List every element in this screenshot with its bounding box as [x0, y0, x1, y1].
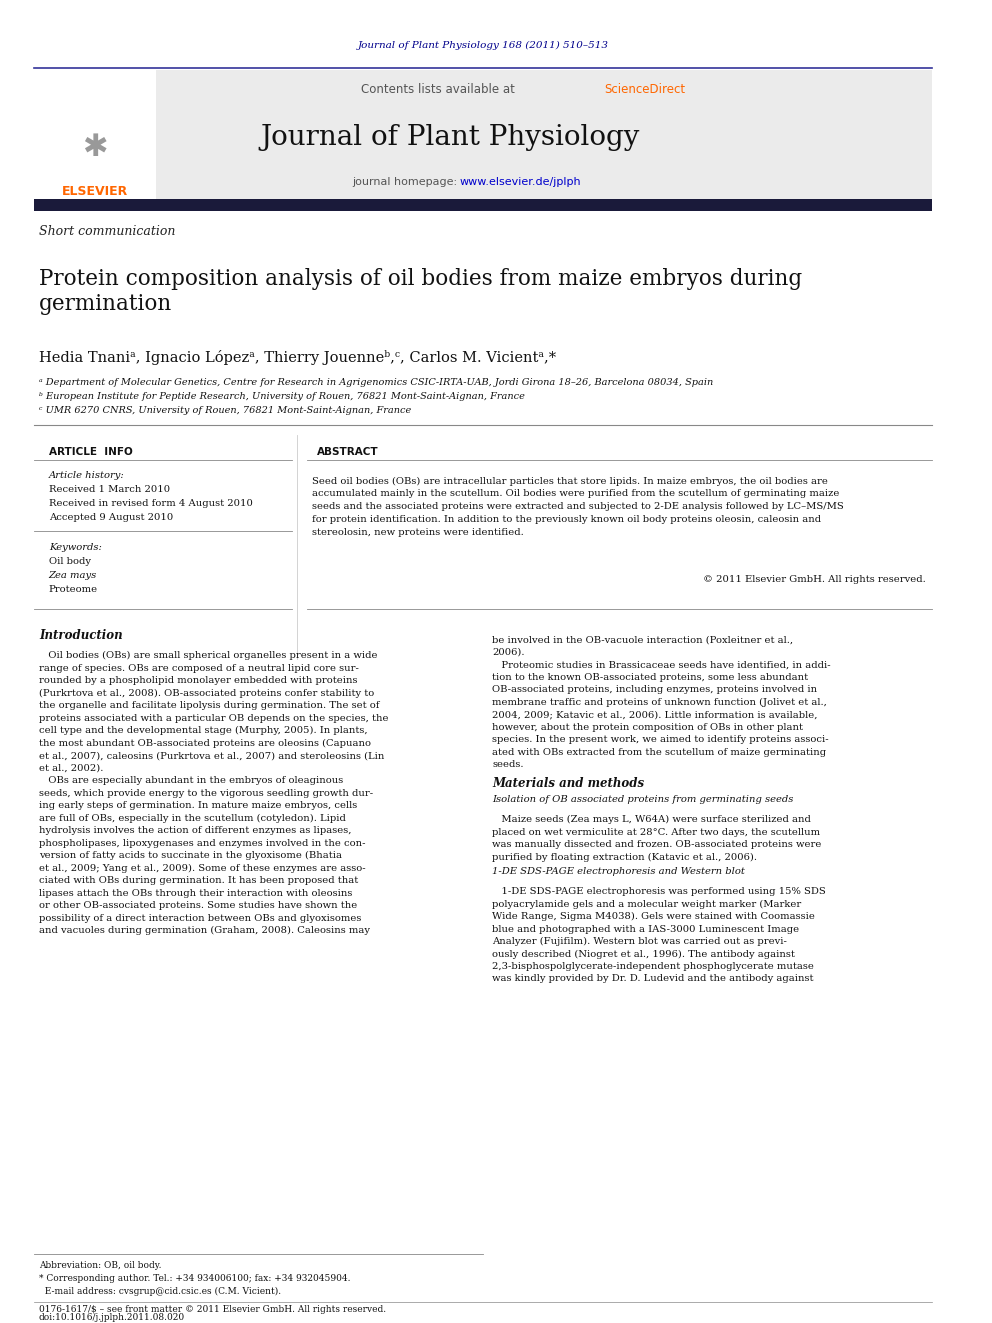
- Text: Isolation of OB associated proteins from germinating seeds: Isolation of OB associated proteins from…: [492, 795, 794, 803]
- Text: accumulated mainly in the scutellum. Oil bodies were purified from the scutellum: accumulated mainly in the scutellum. Oil…: [311, 490, 839, 499]
- Text: 2006).: 2006).: [492, 648, 525, 656]
- Text: OBs are especially abundant in the embryos of oleaginous: OBs are especially abundant in the embry…: [39, 777, 343, 785]
- Text: ᶜ UMR 6270 CNRS, University of Rouen, 76821 Mont-Saint-Aignan, France: ᶜ UMR 6270 CNRS, University of Rouen, 76…: [39, 406, 412, 415]
- Text: ᵃ Department of Molecular Genetics, Centre for Research in Agrigenomics CSIC-IRT: ᵃ Department of Molecular Genetics, Cent…: [39, 378, 713, 388]
- Text: the most abundant OB-associated proteins are oleosins (Capuano: the most abundant OB-associated proteins…: [39, 738, 371, 747]
- Text: range of species. OBs are composed of a neutral lipid core sur-: range of species. OBs are composed of a …: [39, 664, 359, 673]
- Text: Proteome: Proteome: [49, 585, 98, 594]
- FancyBboxPatch shape: [34, 70, 156, 200]
- Text: ᵇ European Institute for Peptide Research, University of Rouen, 76821 Mont-Saint: ᵇ European Institute for Peptide Researc…: [39, 392, 525, 401]
- Text: Journal of Plant Physiology: Journal of Plant Physiology: [261, 124, 640, 151]
- Text: Zea mays: Zea mays: [49, 572, 97, 579]
- Text: Keywords:: Keywords:: [49, 542, 101, 552]
- Text: was kindly provided by Dr. D. Ludevid and the antibody against: was kindly provided by Dr. D. Ludevid an…: [492, 975, 813, 983]
- Text: seeds, which provide energy to the vigorous seedling growth dur-: seeds, which provide energy to the vigor…: [39, 789, 373, 798]
- Text: or other OB-associated proteins. Some studies have shown the: or other OB-associated proteins. Some st…: [39, 901, 357, 910]
- Text: Accepted 9 August 2010: Accepted 9 August 2010: [49, 513, 173, 523]
- Text: and vacuoles during germination (Graham, 2008). Caleosins may: and vacuoles during germination (Graham,…: [39, 926, 370, 935]
- FancyBboxPatch shape: [34, 198, 932, 210]
- Text: Abbreviation: OB, oil body.: Abbreviation: OB, oil body.: [39, 1261, 162, 1270]
- Text: Journal of Plant Physiology 168 (2011) 510–513: Journal of Plant Physiology 168 (2011) 5…: [358, 41, 609, 49]
- Text: Materials and methods: Materials and methods: [492, 777, 644, 790]
- Text: Oil body: Oil body: [49, 557, 90, 566]
- Text: 1-DE SDS-PAGE electrophoresis and Western blot: 1-DE SDS-PAGE electrophoresis and Wester…: [492, 867, 745, 876]
- Text: (Purkrtova et al., 2008). OB-associated proteins confer stability to: (Purkrtova et al., 2008). OB-associated …: [39, 689, 374, 699]
- Text: * Corresponding author. Tel.: +34 934006100; fax: +34 932045904.: * Corresponding author. Tel.: +34 934006…: [39, 1274, 350, 1283]
- Text: Introduction: Introduction: [39, 628, 123, 642]
- Text: ✱: ✱: [81, 134, 107, 163]
- Text: tion to the known OB-associated proteins, some less abundant: tion to the known OB-associated proteins…: [492, 673, 808, 681]
- Text: purified by floating extraction (Katavic et al., 2006).: purified by floating extraction (Katavic…: [492, 852, 757, 861]
- Text: Received in revised form 4 August 2010: Received in revised form 4 August 2010: [49, 499, 253, 508]
- Text: are full of OBs, especially in the scutellum (cotyledon). Lipid: are full of OBs, especially in the scute…: [39, 814, 346, 823]
- Text: Proteomic studies in Brassicaceae seeds have identified, in addi-: Proteomic studies in Brassicaceae seeds …: [492, 660, 830, 669]
- Text: Oil bodies (OBs) are small spherical organelles present in a wide: Oil bodies (OBs) are small spherical org…: [39, 651, 378, 660]
- Text: placed on wet vermiculite at 28°C. After two days, the scutellum: placed on wet vermiculite at 28°C. After…: [492, 828, 820, 836]
- Text: rounded by a phospholipid monolayer embedded with proteins: rounded by a phospholipid monolayer embe…: [39, 676, 357, 685]
- Text: phospholipases, lipoxygenases and enzymes involved in the con-: phospholipases, lipoxygenases and enzyme…: [39, 839, 365, 848]
- Text: the organelle and facilitate lipolysis during germination. The set of: the organelle and facilitate lipolysis d…: [39, 701, 380, 710]
- Text: Hedia Tnaniᵃ, Ignacio Lópezᵃ, Thierry Jouenneᵇ,ᶜ, Carlos M. Vicientᵃ,*: Hedia Tnaniᵃ, Ignacio Lópezᵃ, Thierry Jo…: [39, 351, 557, 365]
- Text: for protein identification. In addition to the previously known oil body protein: for protein identification. In addition …: [311, 516, 821, 524]
- Text: lipases attach the OBs through their interaction with oleosins: lipases attach the OBs through their int…: [39, 889, 352, 897]
- Text: version of fatty acids to succinate in the glyoxisome (Bhatia: version of fatty acids to succinate in t…: [39, 851, 342, 860]
- Text: et al., 2007), caleosins (Purkrtova et al., 2007) and steroleosins (Lin: et al., 2007), caleosins (Purkrtova et a…: [39, 751, 384, 761]
- Text: Article history:: Article history:: [49, 471, 124, 480]
- Text: Maize seeds (Zea mays L, W64A) were surface sterilized and: Maize seeds (Zea mays L, W64A) were surf…: [492, 815, 810, 824]
- Text: doi:10.1016/j.jplph.2011.08.020: doi:10.1016/j.jplph.2011.08.020: [39, 1314, 186, 1322]
- Text: cell type and the developmental stage (Murphy, 2005). In plants,: cell type and the developmental stage (M…: [39, 726, 368, 736]
- Text: www.elsevier.de/jplph: www.elsevier.de/jplph: [460, 177, 581, 187]
- Text: ing early steps of germination. In mature maize embryos, cells: ing early steps of germination. In matur…: [39, 802, 357, 810]
- Text: © 2011 Elsevier GmbH. All rights reserved.: © 2011 Elsevier GmbH. All rights reserve…: [703, 576, 926, 583]
- Text: 0176-1617/$ – see front matter © 2011 Elsevier GmbH. All rights reserved.: 0176-1617/$ – see front matter © 2011 El…: [39, 1304, 386, 1314]
- Text: be involved in the OB-vacuole interaction (Poxleitner et al.,: be involved in the OB-vacuole interactio…: [492, 635, 794, 644]
- Text: E-mail address: cvsgrup@cid.csic.es (C.M. Vicient).: E-mail address: cvsgrup@cid.csic.es (C.M…: [39, 1287, 281, 1297]
- Text: proteins associated with a particular OB depends on the species, the: proteins associated with a particular OB…: [39, 713, 389, 722]
- Text: was manually dissected and frozen. OB-associated proteins were: was manually dissected and frozen. OB-as…: [492, 840, 821, 849]
- Text: ARTICLE  INFO: ARTICLE INFO: [49, 447, 133, 456]
- Text: Protein composition analysis of oil bodies from maize embryos during
germination: Protein composition analysis of oil bodi…: [39, 267, 803, 315]
- Text: stereolosin, new proteins were identified.: stereolosin, new proteins were identifie…: [311, 528, 524, 537]
- Text: however, about the protein composition of OBs in other plant: however, about the protein composition o…: [492, 722, 804, 732]
- Text: species. In the present work, we aimed to identify proteins associ-: species. In the present work, we aimed t…: [492, 736, 828, 745]
- Text: Received 1 March 2010: Received 1 March 2010: [49, 486, 170, 493]
- Text: ScienceDirect: ScienceDirect: [604, 83, 685, 97]
- Text: membrane traffic and proteins of unknown function (Jolivet et al.,: membrane traffic and proteins of unknown…: [492, 697, 827, 706]
- Text: Seed oil bodies (OBs) are intracellular particles that store lipids. In maize em: Seed oil bodies (OBs) are intracellular …: [311, 476, 827, 486]
- Text: seeds and the associated proteins were extracted and subjected to 2-DE analysis : seeds and the associated proteins were e…: [311, 503, 843, 512]
- Text: ously described (Niogret et al., 1996). The antibody against: ously described (Niogret et al., 1996). …: [492, 950, 795, 959]
- Text: 2004, 2009; Katavic et al., 2006). Little information is available,: 2004, 2009; Katavic et al., 2006). Littl…: [492, 710, 817, 720]
- Text: seeds.: seeds.: [492, 761, 524, 769]
- Text: possibility of a direct interaction between OBs and glyoxisomes: possibility of a direct interaction betw…: [39, 913, 361, 922]
- Text: et al., 2002).: et al., 2002).: [39, 763, 103, 773]
- Text: et al., 2009; Yang et al., 2009). Some of these enzymes are asso-: et al., 2009; Yang et al., 2009). Some o…: [39, 864, 366, 873]
- Text: ABSTRACT: ABSTRACT: [316, 447, 378, 456]
- Text: journal homepage:: journal homepage:: [353, 177, 461, 187]
- Text: 1-DE SDS-PAGE electrophoresis was performed using 15% SDS: 1-DE SDS-PAGE electrophoresis was perfor…: [492, 886, 825, 896]
- Text: blue and photographed with a IAS-3000 Luminescent Image: blue and photographed with a IAS-3000 Lu…: [492, 925, 800, 934]
- Text: OB-associated proteins, including enzymes, proteins involved in: OB-associated proteins, including enzyme…: [492, 685, 817, 695]
- Text: Analyzer (Fujifilm). Western blot was carried out as previ-: Analyzer (Fujifilm). Western blot was ca…: [492, 937, 787, 946]
- FancyBboxPatch shape: [34, 70, 932, 200]
- Text: polyacrylamide gels and a molecular weight marker (Marker: polyacrylamide gels and a molecular weig…: [492, 900, 802, 909]
- Text: Wide Range, Sigma M4038). Gels were stained with Coomassie: Wide Range, Sigma M4038). Gels were stai…: [492, 912, 814, 921]
- Text: ated with OBs extracted from the scutellum of maize germinating: ated with OBs extracted from the scutell…: [492, 747, 826, 757]
- Text: Contents lists available at: Contents lists available at: [360, 83, 518, 97]
- Text: ciated with OBs during germination. It has been proposed that: ciated with OBs during germination. It h…: [39, 876, 358, 885]
- Text: 2,3-bisphospolglycerate-independent phosphoglycerate mutase: 2,3-bisphospolglycerate-independent phos…: [492, 962, 813, 971]
- Text: ELSEVIER: ELSEVIER: [62, 185, 128, 198]
- Text: Short communication: Short communication: [39, 225, 176, 238]
- Text: hydrolysis involves the action of different enzymes as lipases,: hydrolysis involves the action of differ…: [39, 826, 351, 835]
